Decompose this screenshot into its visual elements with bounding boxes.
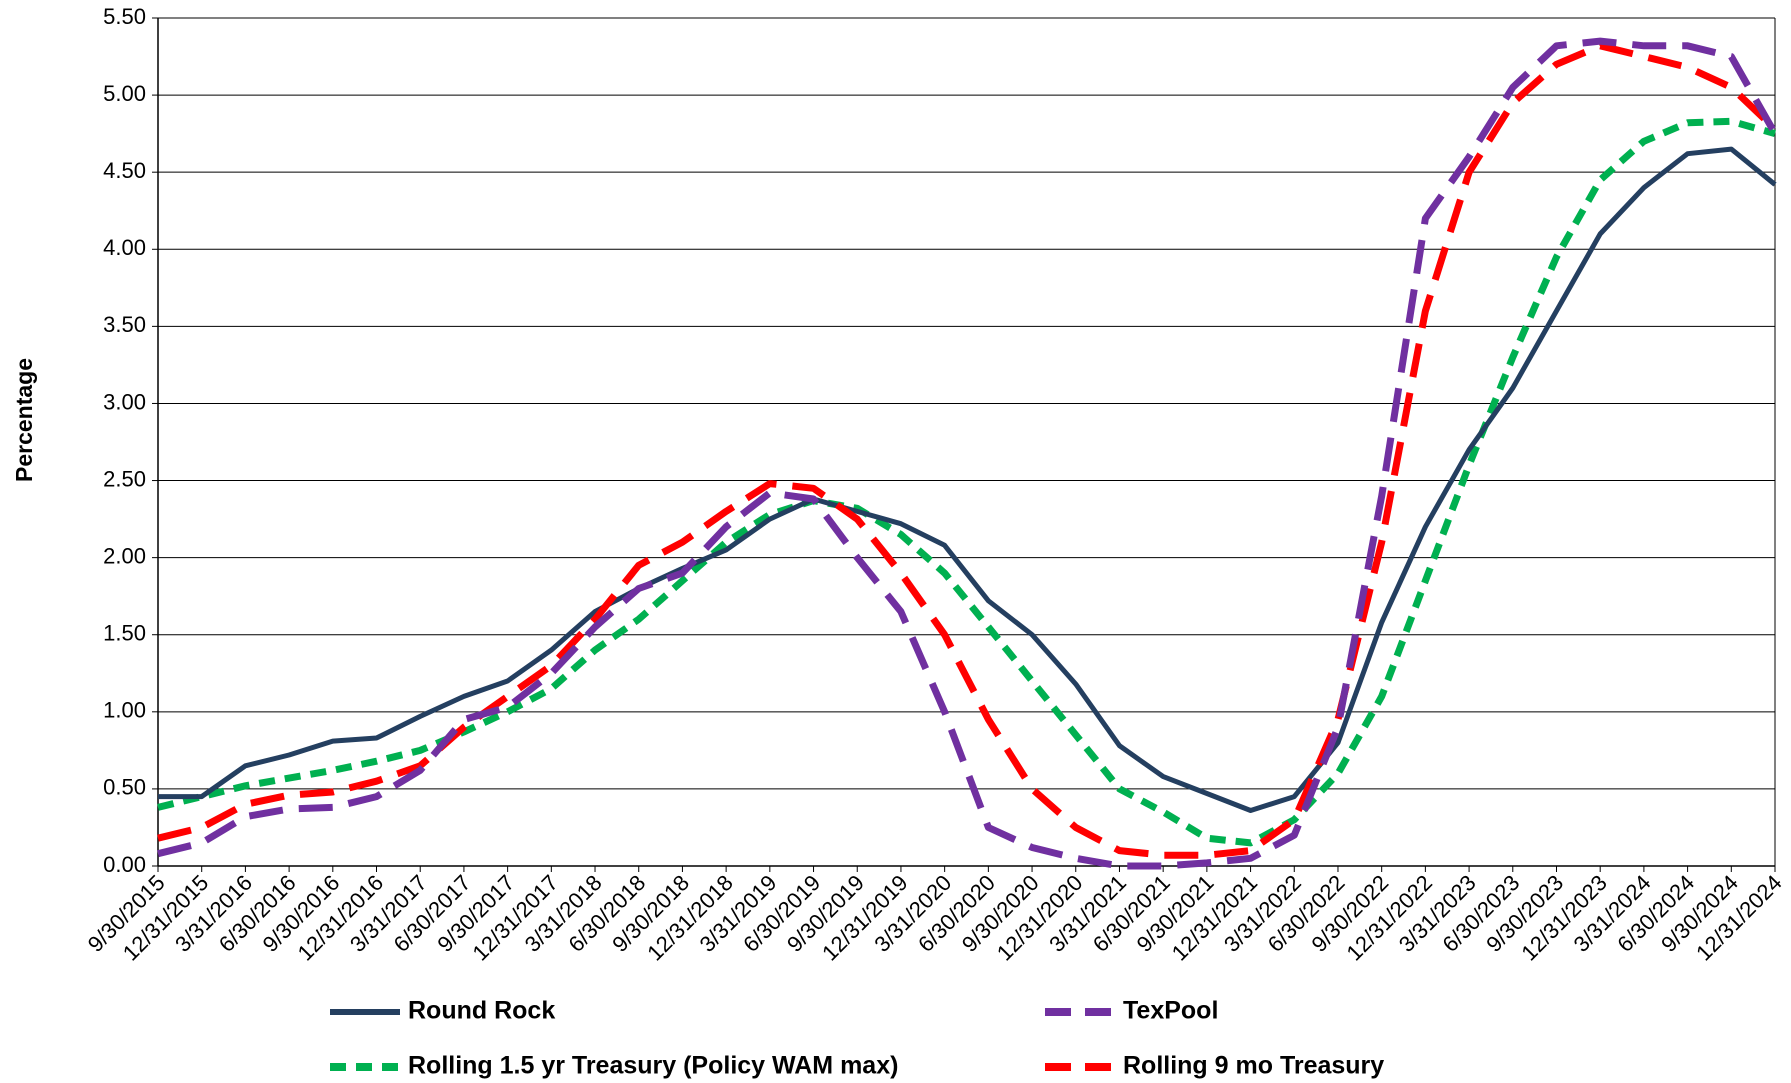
series-line	[157, 37, 1779, 870]
legend-label: Rolling 9 mo Treasury	[1123, 1052, 1384, 1080]
y-tick-label: 3.00	[103, 389, 146, 414]
y-tick-label: 4.00	[103, 235, 146, 260]
legend-label: Round Rock	[408, 997, 555, 1025]
series-line	[157, 117, 1776, 847]
series-line	[157, 42, 1778, 859]
y-tick-label: 4.50	[103, 158, 146, 183]
y-tick-label: 2.50	[103, 466, 146, 491]
y-tick-label: 1.50	[103, 621, 146, 646]
y-tick-label: 0.00	[103, 852, 146, 877]
y-tick-label: 5.50	[103, 4, 146, 29]
y-axis-label: Percentage	[11, 358, 37, 482]
legend-label: Rolling 1.5 yr Treasury (Policy WAM max)	[408, 1052, 898, 1080]
series-line	[158, 146, 1777, 813]
y-tick-label: 0.50	[103, 775, 146, 800]
y-tick-label: 2.00	[103, 543, 146, 568]
y-tick-label: 5.00	[103, 81, 146, 106]
y-tick-label: 3.50	[103, 312, 146, 337]
legend-label: TexPool	[1123, 997, 1218, 1025]
y-tick-label: 1.00	[103, 698, 146, 723]
